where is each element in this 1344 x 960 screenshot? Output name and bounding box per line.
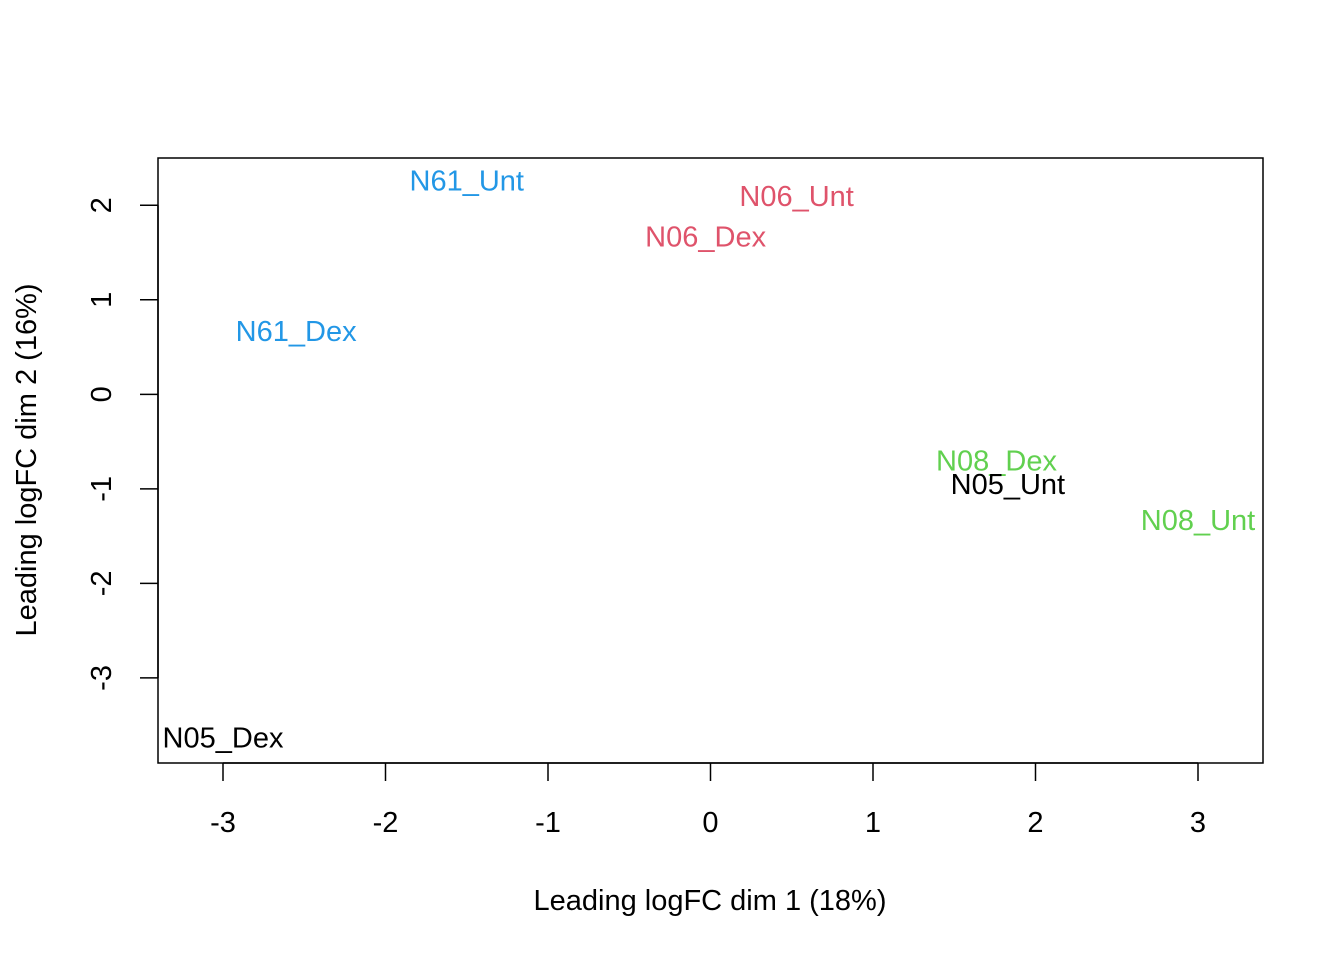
x-tick-label: 3	[1190, 807, 1206, 839]
x-tick-label: -3	[210, 807, 236, 839]
point-label: N05_Unt	[951, 469, 1065, 501]
y-tick-label: 2	[86, 197, 118, 213]
point-label: N61_Dex	[236, 316, 357, 348]
x-tick-label: -1	[535, 807, 561, 839]
y-axis: -3 -2 -1 0 1 2	[86, 197, 159, 691]
x-tick-label: 0	[702, 807, 718, 839]
y-tick-label: 0	[86, 386, 118, 402]
point-label: N61_Unt	[410, 166, 524, 198]
point-labels: N61_Unt N06_Unt N06_Dex N61_Dex N08_DexN05_U…	[163, 166, 1256, 755]
y-tick-label: -3	[86, 665, 118, 691]
point-label: N05_Dex	[163, 722, 284, 754]
x-tick-label: 2	[1027, 807, 1043, 839]
point-label: N08_Unt	[1141, 505, 1255, 537]
point-label: N06_Unt	[739, 181, 853, 213]
x-axis: -3 -2 -1 0 1 2 3	[210, 762, 1206, 839]
y-axis-title: Leading logFC dim 2 (16%)	[11, 283, 43, 636]
x-tick-label: 1	[865, 807, 881, 839]
y-tick-label: -2	[86, 570, 118, 596]
x-axis-title: Leading logFC dim 1 (18%)	[533, 885, 886, 917]
y-tick-label: -1	[86, 476, 118, 502]
y-tick-label: 1	[86, 292, 118, 308]
x-tick-label: -2	[373, 807, 399, 839]
point-label: N06_Dex	[645, 221, 766, 253]
point-label: N08_Dex	[936, 445, 1057, 477]
